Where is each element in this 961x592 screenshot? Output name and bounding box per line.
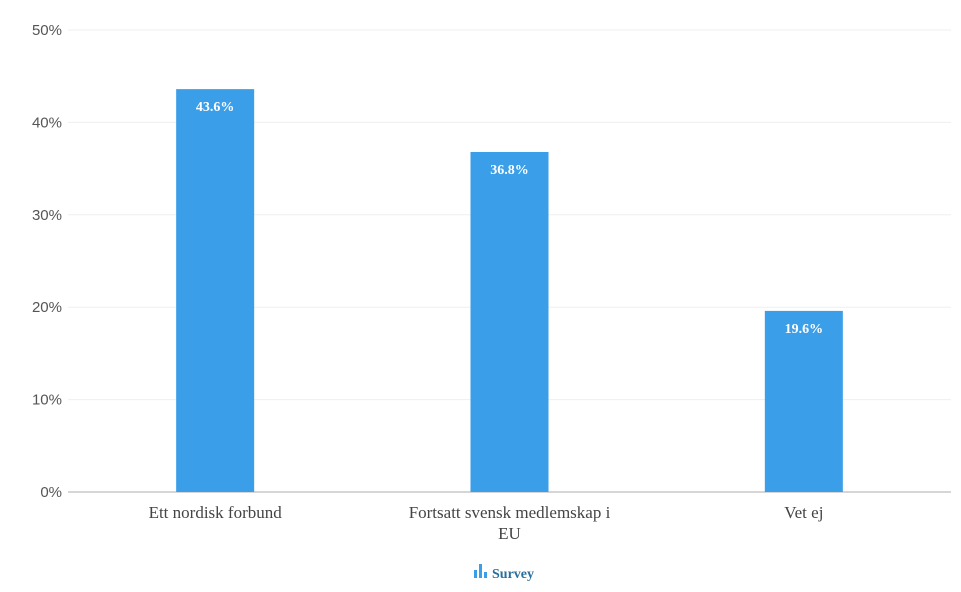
x-axis-ticks: Ett nordisk forbund Fortsatt svensk medle… [149,503,824,543]
bar-3[interactable] [764,310,843,492]
bar-chart-icon [474,564,487,578]
legend-item-label[interactable]: Survey [492,567,534,582]
data-label: 43.6% [196,100,235,115]
y-tick-label: 10% [32,392,62,409]
data-label: 36.8% [490,163,529,178]
y-tick-label: 30% [32,207,62,224]
x-tick-label: Ett nordisk forbund [149,503,283,522]
x-tick-label: Vet ej [784,503,823,522]
y-tick-label: 20% [32,299,62,316]
y-tick-label: 50% [32,22,62,39]
bar-2[interactable] [470,151,549,492]
y-tick-label: 0% [40,484,62,501]
y-tick-label: 40% [32,114,62,131]
bars: 43.6% 36.8% 19.6% [176,89,843,493]
legend[interactable]: Survey [474,564,534,582]
bar-1[interactable] [176,89,255,493]
x-tick-label: Fortsatt svensk medlemskap i EU [409,503,611,543]
data-label: 19.6% [785,322,824,337]
y-axis-ticks: 0% 10% 20% 30% 40% 50% [32,22,62,501]
